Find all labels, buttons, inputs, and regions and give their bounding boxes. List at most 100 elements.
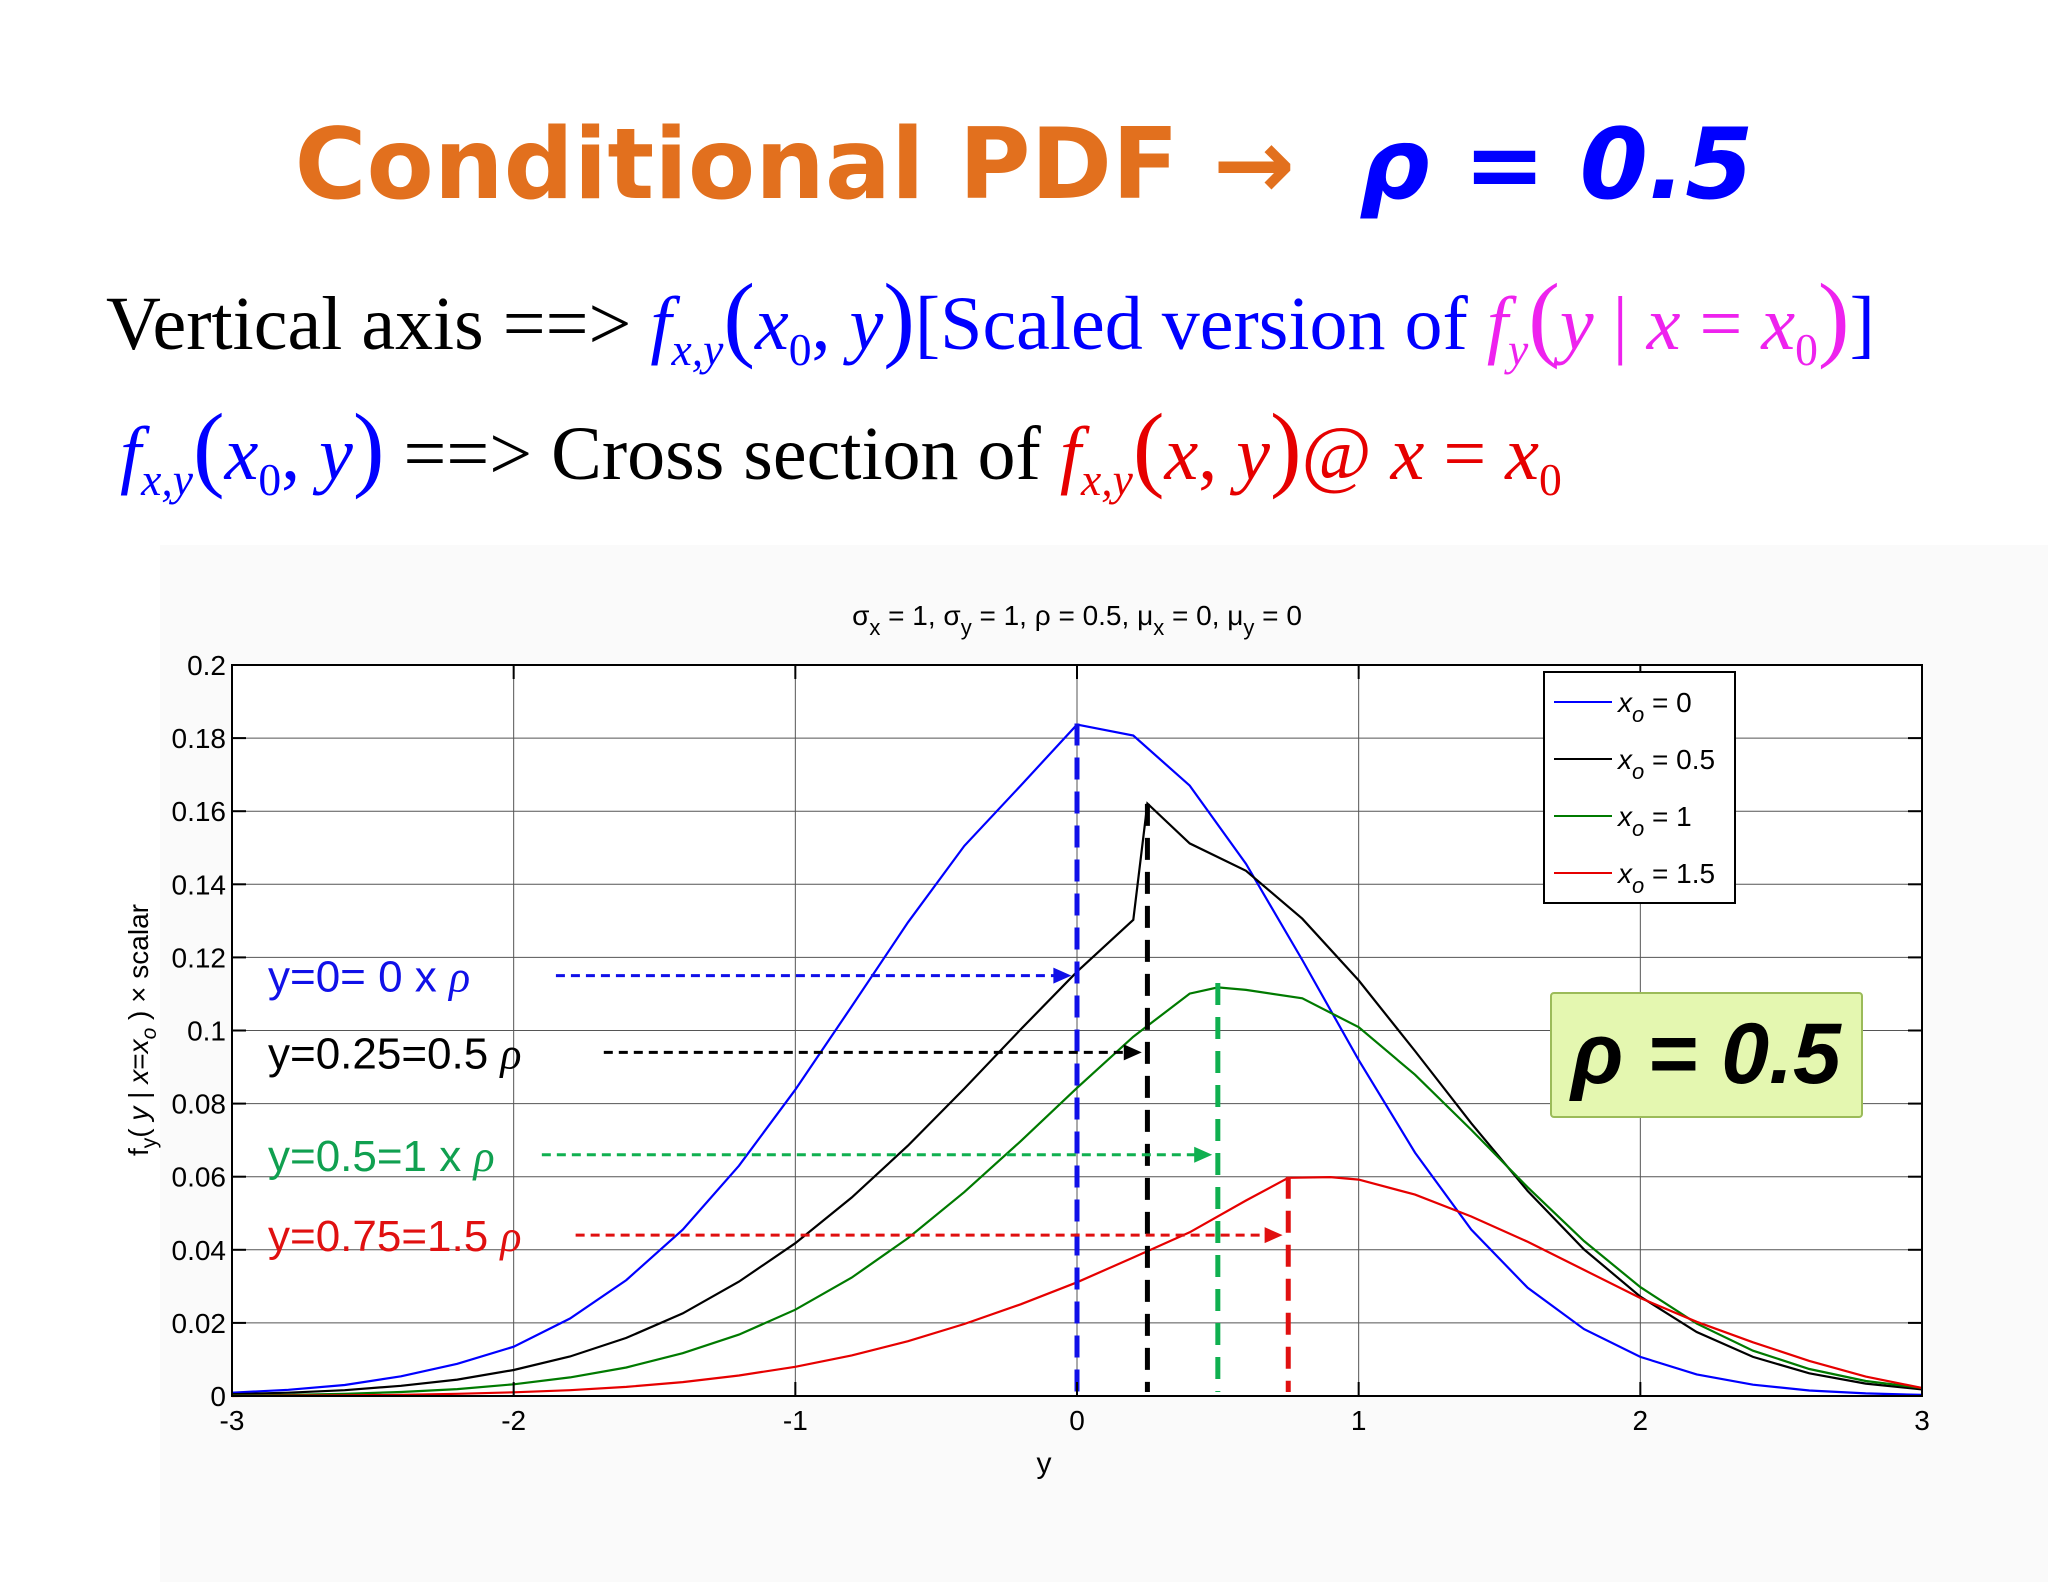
- eq1-comma: ,: [811, 282, 831, 366]
- eq2-x0: x: [1505, 412, 1539, 496]
- eq2-comma: ,: [281, 412, 301, 496]
- eq2-x: x: [1390, 412, 1425, 496]
- eq1-arg1: x: [754, 282, 789, 366]
- y-tick-label: 0: [210, 1381, 226, 1412]
- eq1-close: ): [883, 264, 915, 370]
- eq1-joint-pdf: fx,y(x0, y)[Scaled version of: [650, 264, 1468, 375]
- eq2-eq: =: [1443, 412, 1487, 496]
- rho-box: ρ = 0.5: [1550, 992, 1863, 1118]
- eq2-b: y: [1236, 412, 1270, 496]
- annotation-label-0: y=0= 0 x ρ: [268, 953, 470, 1002]
- eq1-cond-open: (: [1528, 264, 1560, 370]
- eq2-f-sub: x,y: [141, 453, 193, 505]
- rho-box-background: [1550, 992, 1863, 1118]
- legend-items: xo = 0 xo = 0.5 xo = 1 xo = 1.5: [1554, 687, 1715, 898]
- eq2-arg1: x: [224, 412, 259, 496]
- x-tick-label: 0: [1069, 1405, 1085, 1436]
- arrow-head-2: [1194, 1146, 1213, 1163]
- eq1-f2: f: [1486, 282, 1508, 366]
- eq1-cond-close: ): [1817, 264, 1850, 370]
- arrow-head-1: [1123, 1044, 1142, 1061]
- eq2-f: f: [120, 412, 142, 496]
- x-tick-label: -3: [220, 1405, 245, 1436]
- eq1-f2-sub: y: [1507, 323, 1529, 375]
- x-tick-label: -2: [501, 1405, 526, 1436]
- eq2-a: x: [1164, 412, 1199, 496]
- eq2-arg1-sub: 0: [258, 453, 282, 505]
- legend-label-2: xo = 1: [1616, 801, 1692, 841]
- eq1-cond-x0: x: [1761, 282, 1796, 366]
- eq2-close2: ): [1269, 394, 1302, 500]
- x-axis-label: y: [1037, 1447, 1052, 1480]
- eq2-at: @: [1301, 412, 1372, 496]
- y-tick-label: 0.12: [172, 942, 227, 973]
- annotation-label-3: y=0.75=1.5 ρ: [268, 1212, 522, 1261]
- y-tick-label: 0.18: [172, 723, 227, 754]
- eq1-bracket-text: [Scaled version of: [914, 282, 1468, 366]
- axis-ticks: [231, 664, 1923, 1397]
- y-tick-label: 0.2: [187, 650, 226, 681]
- y-tick-label: 0.08: [172, 1089, 227, 1120]
- y-tick-label: 0.06: [172, 1162, 227, 1193]
- eq2-joint-pdf: fx,y(x0, y): [120, 394, 385, 505]
- eq1-arg1-sub: 0: [788, 323, 812, 375]
- eq2-f2-sub: x,y: [1081, 453, 1133, 505]
- arrow-head-0: [1053, 967, 1072, 984]
- y-tick-label: 0.1: [187, 1016, 226, 1047]
- arrow-head-3: [1264, 1227, 1283, 1244]
- arrow-icon: →: [1213, 108, 1296, 222]
- eq1-f-sub: x,y: [671, 323, 724, 375]
- y-axis-label: fy( y | x=xo ) × scalar: [123, 904, 161, 1156]
- legend-label-0: xo = 0: [1616, 687, 1692, 727]
- title-rho: ρ = 0.5: [1359, 108, 1754, 222]
- annotations: y=0= 0 x ρ y=0.25=0.5 ρ y=0.5=1 x ρ y=0.75=…: [268, 953, 522, 1262]
- x-tick-label: 1: [1351, 1405, 1367, 1436]
- axis-labels: -3 -2 -1 0 1 2 3 0 0.02 0.04 0.06 0.08 0.1 0.12 0.14 0.…: [172, 650, 1930, 1436]
- eq1-cond-x: x: [1646, 282, 1681, 366]
- eq2-mid: ==> Cross section of: [403, 412, 1041, 496]
- slide-title: Conditional PDF → ρ = 0.5: [0, 108, 2048, 222]
- eq1-cond-bar: |: [1612, 282, 1628, 366]
- legend: xo = 0 xo = 0.5 xo = 1 xo = 1.5: [1543, 671, 1736, 904]
- series-line-1: [231, 801, 1923, 1396]
- eq1-cond-y: y: [1559, 282, 1594, 366]
- equation-vertical-axis: Vertical axis ==> fx,y(x0, y)[Scaled ver…: [106, 262, 1875, 376]
- legend-box: [1543, 671, 1736, 904]
- y-tick-label: 0.04: [172, 1235, 227, 1266]
- annotation-label-1: y=0.25=0.5 ρ: [268, 1029, 522, 1078]
- y-tick-label: 0.02: [172, 1308, 227, 1339]
- x-tick-label: 2: [1633, 1405, 1649, 1436]
- legend-label-1: xo = 0.5: [1616, 744, 1715, 784]
- rho-box-label: ρ = 0.5: [1569, 1006, 1842, 1102]
- eq2-comma2: ,: [1198, 412, 1218, 496]
- chart-title: σx = 1, σy = 1, ρ = 0.5, μx = 0, μy = 0: [852, 600, 1302, 640]
- eq1-lead: Vertical axis ==>: [106, 282, 632, 366]
- eq1-open: (: [723, 264, 755, 370]
- eq1-conditional-pdf: fy(y | x = x0): [1486, 264, 1850, 375]
- eq2-x0-sub: 0: [1538, 453, 1562, 505]
- eq1-cond-eq: =: [1699, 282, 1743, 366]
- series-line-2: [231, 986, 1923, 1397]
- x-tick-label: -1: [783, 1405, 808, 1436]
- x-tick-label: 3: [1914, 1405, 1930, 1436]
- title-main: Conditional PDF: [294, 108, 1179, 222]
- eq2-open: (: [193, 394, 225, 500]
- eq1-f: f: [650, 282, 672, 366]
- y-tick-label: 0.16: [172, 796, 227, 827]
- legend-label-3: xo = 1.5: [1616, 858, 1715, 898]
- annotation-label-2: y=0.5=1 x ρ: [268, 1132, 495, 1181]
- guide-lines: [541, 723, 1291, 1392]
- eq2-close: ): [352, 394, 385, 500]
- equation-cross-section: fx,y(x0, y) ==> Cross section of fx,y(x,…: [120, 392, 1562, 506]
- y-tick-label: 0.14: [172, 869, 227, 900]
- eq1-cond-x0-sub: 0: [1795, 323, 1818, 375]
- eq2-cross-section: fx,y(x, y)@ x = x0: [1059, 394, 1562, 505]
- eq1-arg2: y: [849, 282, 884, 366]
- eq1-bracket-end: ]: [1849, 282, 1875, 366]
- eq2-arg2: y: [319, 412, 353, 496]
- eq2-f2: f: [1059, 412, 1081, 496]
- series-line-3: [231, 1175, 1923, 1398]
- eq2-open2: (: [1132, 394, 1165, 500]
